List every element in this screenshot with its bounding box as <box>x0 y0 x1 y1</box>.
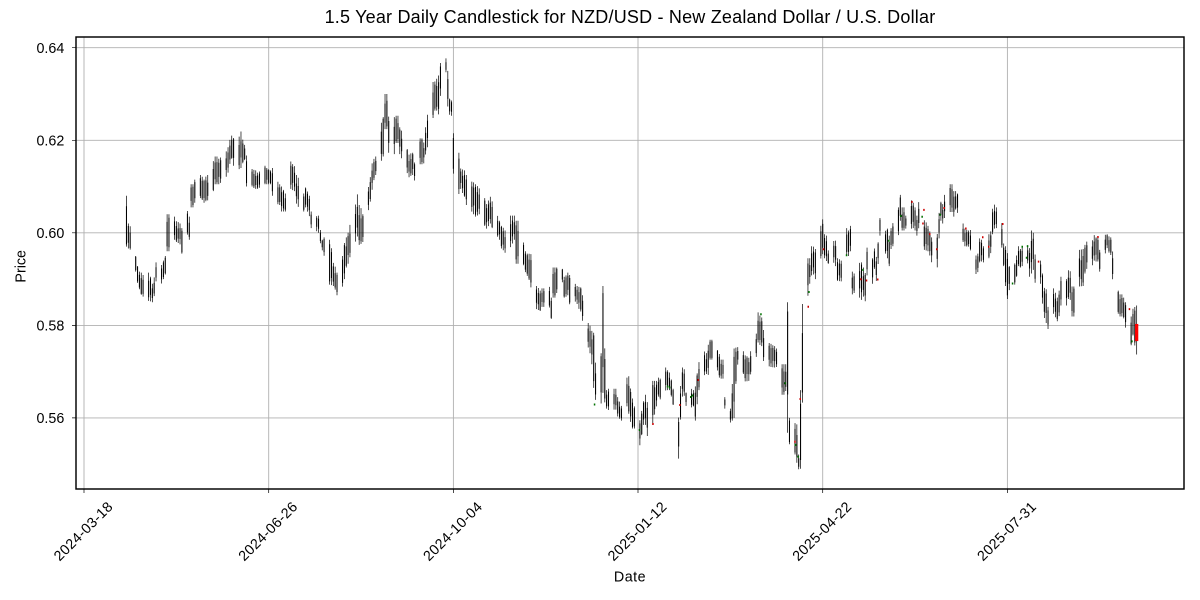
svg-text:0.62: 0.62 <box>36 133 64 149</box>
svg-text:0.60: 0.60 <box>36 226 64 242</box>
svg-text:1.5 Year Daily Candlestick for: 1.5 Year Daily Candlestick for NZD/USD -… <box>325 7 936 27</box>
svg-text:0.58: 0.58 <box>36 319 64 335</box>
svg-text:0.64: 0.64 <box>36 41 64 57</box>
svg-text:0.56: 0.56 <box>36 411 64 427</box>
svg-text:Date: Date <box>614 570 646 586</box>
svg-text:Price: Price <box>14 250 30 283</box>
